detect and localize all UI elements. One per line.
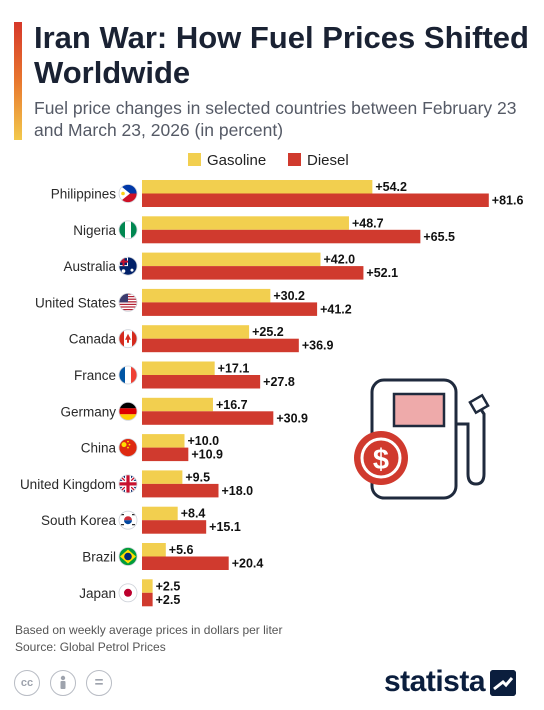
data-label-gasoline-germany: +16.7 (216, 398, 248, 412)
brand-name: statista (384, 665, 486, 698)
data-label-gasoline-canada: +25.2 (252, 325, 284, 339)
brazil-flag-icon (118, 547, 138, 566)
south-korea-flag-icon (118, 510, 138, 530)
category-label-france: France (74, 368, 116, 383)
bar-gasoline-germany (142, 397, 213, 412)
data-label-diesel-nigeria: +65.5 (423, 230, 455, 244)
legend-item-diesel: Diesel (288, 151, 349, 171)
legend-item-gasoline: Gasoline (188, 151, 266, 171)
france-flag-icon (118, 365, 138, 385)
data-label-gasoline-nigeria: +48.7 (352, 216, 384, 230)
bar-diesel-south-korea (142, 520, 207, 534)
legend-swatch-diesel (288, 153, 301, 166)
data-label-diesel-australia: +52.1 (366, 266, 398, 280)
title-accent-bar (14, 22, 22, 140)
bar-gasoline-australia (142, 252, 321, 267)
data-label-gasoline-united-kingdom: +9.5 (185, 470, 210, 484)
data-label-diesel-japan: +2.5 (156, 593, 181, 607)
japan-flag-icon (118, 583, 138, 603)
philippines-flag-icon (118, 184, 138, 203)
data-label-diesel-france: +27.8 (263, 375, 295, 389)
data-label-diesel-united-states: +41.2 (320, 302, 352, 316)
data-label-gasoline-united-states: +30.2 (273, 289, 305, 303)
bar-gasoline-united-kingdom (142, 470, 183, 484)
legend-label-diesel: Diesel (307, 152, 349, 169)
china-flag-icon (118, 438, 138, 458)
data-label-gasoline-south-korea: +8.4 (181, 507, 206, 521)
data-label-gasoline-australia: +42.0 (324, 253, 356, 267)
fuel-pump-dollar-icon: $ (354, 378, 490, 500)
category-label-canada: Canada (69, 332, 117, 347)
bar-gasoline-canada (142, 325, 250, 339)
data-label-diesel-china: +10.9 (191, 448, 223, 462)
australia-flag-icon (118, 256, 138, 276)
no-derivatives-icon[interactable]: = (86, 670, 112, 696)
bar-gasoline-philippines (142, 180, 373, 194)
data-label-diesel-philippines: +81.6 (492, 194, 524, 208)
note-source: Source: Global Petrol Prices (15, 640, 166, 654)
chart-notes: Based on weekly average prices in dollar… (15, 622, 282, 656)
category-label-australia: Australia (63, 259, 116, 274)
data-label-diesel-brazil: +20.4 (232, 557, 264, 571)
legend-swatch-gasoline (188, 153, 201, 166)
germany-flag-icon (118, 401, 138, 421)
statista-mark-icon (490, 670, 516, 696)
category-label-japan: Japan (79, 586, 116, 601)
canada-flag-icon (118, 329, 138, 349)
category-label-china: China (81, 441, 117, 456)
legend-label-gasoline: Gasoline (207, 152, 267, 169)
data-label-gasoline-china: +10.0 (188, 434, 220, 448)
bar-gasoline-china (142, 434, 185, 448)
category-label-brazil: Brazil (82, 550, 116, 565)
category-label-south-korea: South Korea (41, 513, 117, 528)
data-label-gasoline-brazil: +5.6 (169, 543, 194, 557)
data-label-diesel-south-korea: +15.1 (209, 520, 241, 534)
data-label-diesel-united-kingdom: +18.0 (222, 484, 254, 498)
category-label-united-kingdom: United Kingdom (20, 477, 116, 492)
chart-legend: Gasoline Diesel (0, 151, 544, 171)
bar-diesel-philippines (142, 193, 489, 207)
category-label-united-states: United States (35, 295, 116, 310)
cc-icon[interactable]: cc (14, 670, 40, 696)
attribution-icon[interactable] (50, 670, 76, 696)
chart-title: Iran War: How Fuel Prices Shifted Worldw… (34, 20, 529, 90)
bar-diesel-germany (142, 411, 274, 425)
data-label-diesel-germany: +30.9 (276, 411, 308, 425)
united-states-flag-icon (118, 292, 138, 312)
category-label-nigeria: Nigeria (73, 223, 116, 238)
bar-diesel-united-kingdom (142, 483, 219, 498)
bar-diesel-australia (142, 266, 364, 280)
bar-gasoline-nigeria (142, 216, 349, 230)
bar-gasoline-south-korea (142, 506, 178, 521)
bar-diesel-china (142, 447, 189, 462)
bar-diesel-canada (142, 338, 299, 353)
category-label-germany: Germany (60, 404, 116, 419)
bar-diesel-united-states (142, 302, 318, 316)
category-label-philippines: Philippines (51, 187, 117, 202)
note-methodology: Based on weekly average prices in dollar… (15, 623, 283, 637)
data-label-gasoline-philippines: +54.2 (375, 180, 407, 194)
dollar-symbol: $ (373, 444, 389, 476)
data-label-gasoline-japan: +2.5 (156, 579, 181, 593)
bar-diesel-japan (142, 592, 153, 607)
bar-gasoline-japan (142, 579, 153, 593)
bar-diesel-nigeria (142, 229, 421, 244)
bar-gasoline-france (142, 361, 215, 375)
bar-gasoline-united-states (142, 288, 271, 303)
united-kingdom-flag-icon (118, 474, 138, 494)
bar-chart: Philippines +54.2 +81.6 Nigeria +48.7 +65.5 Au… (20, 180, 524, 607)
bar-gasoline-brazil (142, 543, 166, 557)
data-label-gasoline-france: +17.1 (218, 362, 250, 376)
data-label-diesel-canada: +36.9 (302, 339, 334, 353)
chart-subtitle: Fuel price changes in selected countries… (34, 98, 517, 140)
nigeria-flag-icon (118, 220, 138, 240)
bar-diesel-brazil (142, 556, 229, 570)
bar-diesel-france (142, 375, 261, 389)
